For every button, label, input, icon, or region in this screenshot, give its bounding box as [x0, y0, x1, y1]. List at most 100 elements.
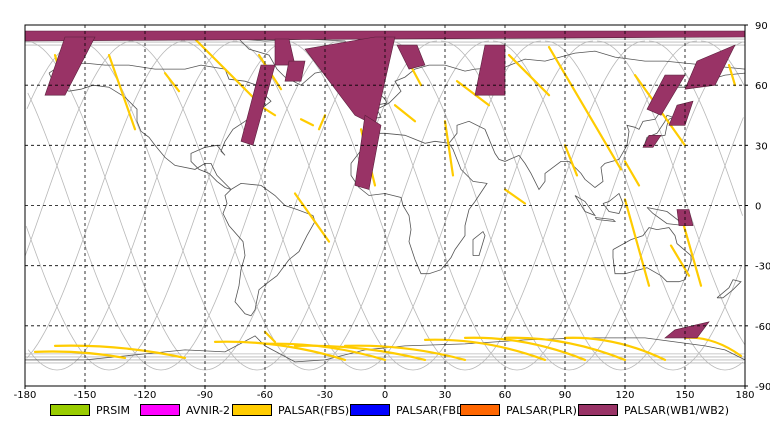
coastline — [48, 62, 316, 317]
fbs-swath — [547, 45, 623, 171]
legend-item-avnir2: AVNIR-2 — [140, 402, 230, 418]
fbs-swath — [503, 188, 527, 205]
fbs-swath — [503, 336, 627, 362]
orbit-track — [232, 40, 594, 371]
coastline — [25, 335, 746, 363]
y-tick-label: 30 — [755, 141, 768, 152]
fbs-swath — [727, 64, 737, 87]
fbs-swath — [563, 336, 667, 362]
fbs-swath — [463, 336, 587, 362]
x-tick-label: 120 — [615, 390, 634, 400]
wb-swath — [354, 114, 382, 190]
legend: PRSIM AVNIR-2 PALSAR(FBS) PALSAR(FBD) PA… — [0, 400, 770, 422]
coastline — [646, 207, 687, 227]
legend-item-wb: PALSAR(WB1/WB2) — [578, 402, 729, 418]
latitude-tick-labels: 90 60 30 0 -30 -60 -90 — [745, 21, 770, 393]
wb-swath — [240, 64, 276, 146]
x-tick-label: 180 — [735, 390, 754, 400]
wb-swath — [284, 60, 306, 82]
coastline — [574, 195, 597, 217]
palsar-fbs-swaths — [33, 31, 743, 362]
fbs-swath — [455, 80, 491, 107]
legend-label: AVNIR-2 — [186, 403, 230, 417]
fbs-swath — [263, 330, 277, 343]
legend-swatch — [578, 404, 618, 416]
orbit-track — [25, 40, 742, 371]
fbs-swath — [293, 192, 331, 243]
fbs-swath — [33, 350, 127, 360]
fbs-swath — [443, 120, 455, 177]
x-tick-label: 90 — [559, 390, 572, 400]
y-tick-label: -90 — [755, 382, 770, 393]
x-tick-label: 150 — [675, 390, 694, 400]
orbit-track — [26, 40, 744, 371]
x-tick-label: 30 — [439, 390, 452, 400]
coastline — [602, 192, 624, 214]
y-tick-label: -60 — [755, 322, 770, 333]
legend-item-plr: PALSAR(PLR) — [460, 402, 577, 418]
coastline — [594, 217, 617, 223]
fbs-swath — [669, 244, 691, 277]
legend-swatch — [140, 404, 180, 416]
x-tick-label: -120 — [134, 390, 157, 400]
legend-label: PALSAR(WB1/WB2) — [624, 403, 730, 417]
fbs-swath — [163, 72, 181, 93]
coastline — [350, 132, 488, 275]
lat-lon-grid — [25, 25, 745, 386]
orbit-track — [336, 40, 698, 371]
fbs-swath — [623, 160, 641, 187]
legend-label: PALSAR(FBS) — [278, 403, 350, 417]
coverage-map: -180 -150 -120 -90 -60 -30 0 30 60 90 120 150 180 90… — [14, 21, 770, 400]
fbs-swath — [679, 214, 703, 287]
orbit-track — [128, 40, 490, 371]
y-tick-label: 60 — [755, 81, 768, 92]
coastline — [364, 50, 746, 134]
y-tick-label: -30 — [755, 262, 770, 273]
legend-swatch — [232, 404, 272, 416]
legend-label: PRSIM — [96, 403, 130, 417]
coastline — [716, 279, 742, 299]
fbs-swath — [317, 114, 327, 131]
legend-swatch — [350, 404, 390, 416]
x-tick-label: -90 — [197, 390, 213, 400]
fbs-swath — [213, 340, 347, 362]
legend-label: PALSAR(PLR) — [506, 403, 577, 417]
coastline — [472, 230, 486, 256]
x-tick-label: -180 — [14, 390, 37, 400]
x-tick-label: 60 — [499, 390, 512, 400]
fbs-swath — [423, 338, 547, 362]
orbit-track — [180, 40, 542, 371]
wb-swath — [664, 321, 710, 339]
legend-item-prsim: PRSIM — [50, 402, 130, 418]
x-tick-label: -30 — [317, 390, 333, 400]
x-tick-label: -60 — [257, 390, 273, 400]
x-tick-label: -150 — [74, 390, 97, 400]
wb-swath — [44, 36, 96, 96]
fbs-swath — [187, 31, 263, 107]
x-tick-label: 0 — [382, 390, 388, 400]
longitude-tick-labels: -180 -150 -120 -90 -60 -30 0 30 60 90 120 150 180 — [14, 386, 755, 400]
legend-swatch — [460, 404, 500, 416]
fbs-swath — [683, 336, 743, 358]
legend-item-fbd: PALSAR(FBD) — [350, 402, 469, 418]
wb-swath — [396, 44, 426, 70]
wb-swath — [474, 44, 506, 96]
legend-label: PALSAR(FBD) — [396, 403, 469, 417]
fbs-swath — [107, 53, 137, 131]
fbs-swath — [293, 344, 427, 362]
fbs-swath — [299, 118, 315, 127]
fbs-swath — [393, 104, 417, 123]
fbs-swath — [507, 53, 551, 97]
fbs-swath — [563, 144, 579, 177]
y-tick-label: 90 — [755, 21, 768, 32]
legend-item-fbs: PALSAR(FBS) — [232, 402, 349, 418]
orbit-track — [284, 40, 646, 371]
legend-swatch — [50, 404, 90, 416]
y-tick-label: 0 — [755, 202, 761, 213]
fbs-swath — [53, 344, 187, 360]
wb-swath — [668, 100, 694, 126]
fbs-swath — [343, 344, 467, 362]
fbs-swath — [623, 198, 651, 287]
orbit-track — [25, 40, 743, 371]
wb-swath — [642, 135, 662, 148]
